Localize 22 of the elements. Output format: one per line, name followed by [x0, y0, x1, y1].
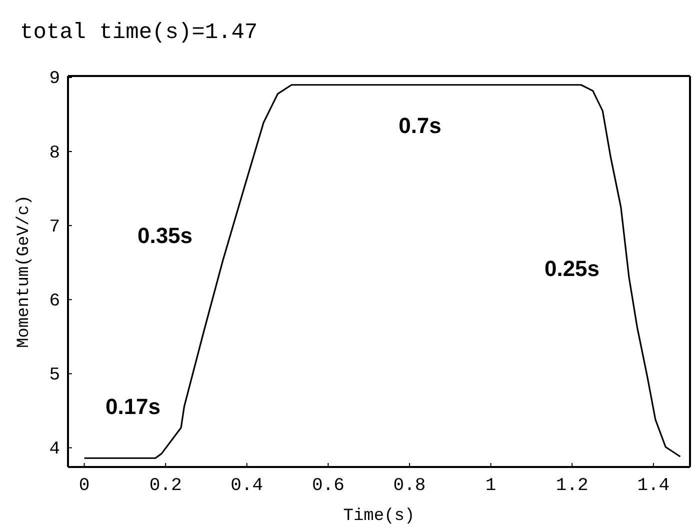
x-tick-label: 1.2	[556, 476, 588, 496]
annotation: 0.35s	[137, 222, 193, 248]
x-tick-label: 0.6	[312, 476, 344, 496]
y-tick-label: 5	[49, 365, 60, 386]
x-tick-label: 1.4	[637, 476, 670, 496]
x-tick-label: 0.2	[149, 476, 182, 496]
annotation: 0.25s	[544, 256, 600, 281]
y-axis-title: Momentum(GeV/c)	[15, 194, 34, 348]
y-tick-label: 6	[49, 291, 60, 312]
x-tick-label: 1	[485, 476, 496, 496]
x-tick-label: 0	[78, 476, 90, 496]
y-tick-label: 4	[49, 440, 60, 460]
line-series	[83, 84, 682, 459]
y-tick-label: 8	[49, 143, 60, 164]
x-axis-title: Time(s)	[343, 507, 415, 524]
y-tick-label: 7	[49, 217, 60, 238]
chart-title: total time(s)=1.47	[20, 20, 258, 45]
x-tick-label: 0.8	[393, 476, 426, 496]
annotation: 0.7s	[398, 112, 442, 138]
x-tick-label: 0.4	[230, 476, 264, 496]
annotation: 0.17s	[105, 394, 161, 419]
y-tick-label: 9	[49, 69, 60, 90]
